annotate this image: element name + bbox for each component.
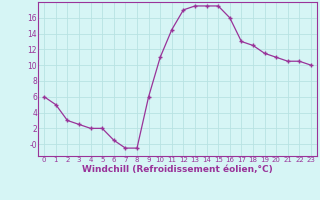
X-axis label: Windchill (Refroidissement éolien,°C): Windchill (Refroidissement éolien,°C) <box>82 165 273 174</box>
